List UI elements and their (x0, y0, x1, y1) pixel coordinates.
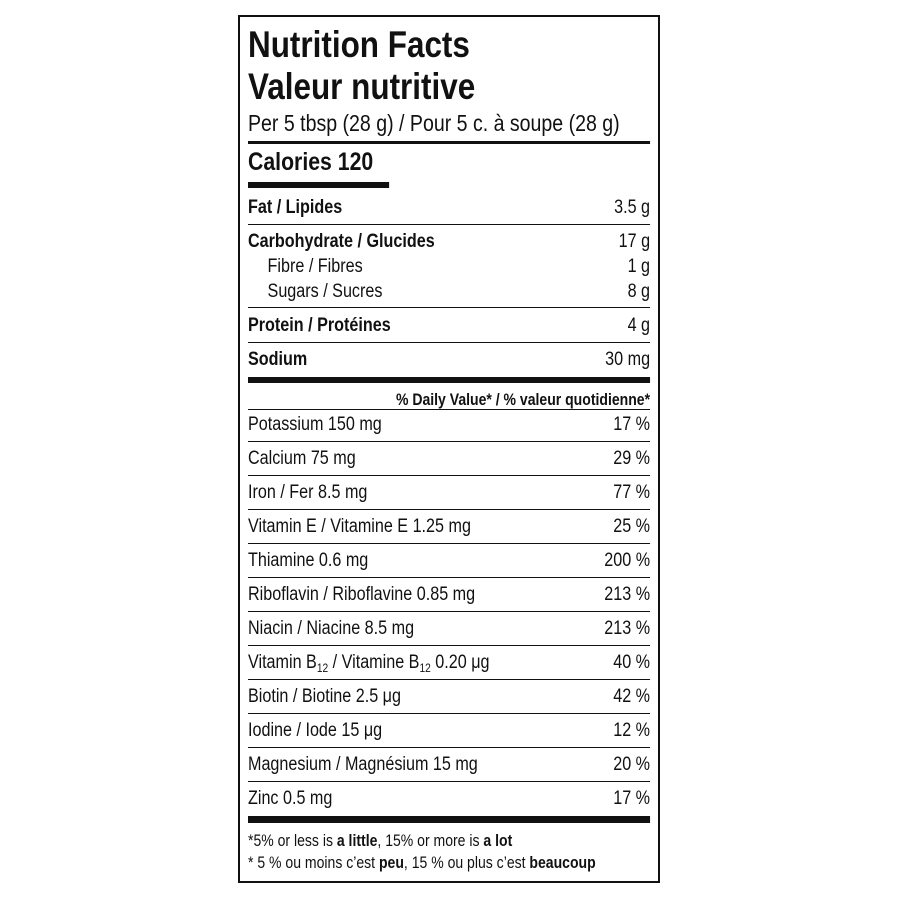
daily-value-percent: 25 % (613, 516, 651, 537)
nutrient-label: Vitamin E / Vitamine E 1.25 mg (248, 516, 471, 537)
divider (248, 141, 651, 144)
footnote-french: * 5 % ou moins c’est peu, 15 % ou plus c… (248, 854, 596, 873)
nutrient-value: 30 mg (605, 349, 651, 370)
nutrient-label: Potassium 150 mg (248, 414, 382, 435)
daily-value-row: Potassium 150 mg 17 % (248, 414, 650, 436)
title-french: Valeur nutritive (248, 66, 476, 107)
daily-value-percent: 213 % (604, 584, 651, 605)
nutrient-row-carbohydrate: Carbohydrate / Glucides 17 g (248, 231, 650, 253)
daily-value-row: Thiamine 0.6 mg 200 % (248, 550, 650, 572)
divider (248, 441, 651, 442)
nutrient-label: Iron / Fer 8.5 mg (248, 482, 368, 503)
nutrient-label: Biotin / Biotine 2.5 μg (248, 686, 401, 707)
nutrient-label: Iodine / Iode 15 μg (248, 720, 383, 741)
footnote-bold: peu (378, 854, 404, 872)
footnote-text: * 5 % ou moins c’est (248, 854, 379, 872)
nutrient-value: 17 g (618, 231, 651, 252)
daily-value-row: Vitamin E / Vitamine E 1.25 mg 25 % (248, 516, 650, 538)
divider (248, 475, 651, 476)
daily-value-percent: 77 % (613, 482, 651, 503)
nutrient-value: 3.5 g (614, 197, 651, 218)
daily-value-percent: 213 % (604, 618, 651, 639)
thick-divider (248, 816, 651, 823)
daily-value-percent: 29 % (613, 448, 651, 469)
footnote-bold: a lot (483, 832, 513, 850)
divider (248, 645, 651, 646)
divider (248, 747, 651, 748)
divider (248, 577, 651, 578)
footnote-bold: a little (336, 832, 378, 850)
nutrient-label-part: / Vitamine B (328, 652, 420, 673)
daily-value-row: Calcium 75 mg 29 % (248, 448, 650, 470)
daily-value-header: % Daily Value* / % valeur quotidienne* (395, 391, 651, 409)
nutrient-row-protein: Protein / Protéines 4 g (248, 315, 650, 337)
nutrient-label: Vitamin B12 / Vitamine B12 0.20 μg (248, 652, 490, 674)
subscript: 12 (316, 661, 329, 675)
nutrient-label: Calcium 75 mg (248, 448, 356, 469)
nutrient-value: 8 g (627, 281, 651, 302)
daily-value-percent: 20 % (613, 754, 651, 775)
divider (248, 342, 651, 343)
daily-value-row: Riboflavin / Riboflavine 0.85 mg 213 % (248, 584, 650, 606)
divider (248, 611, 651, 612)
title-english: Nutrition Facts (248, 24, 470, 65)
nutrient-value: 4 g (627, 315, 651, 336)
divider (248, 713, 651, 714)
footnote-text: , 15 % ou plus c’est (403, 854, 530, 872)
nutrient-label: Riboflavin / Riboflavine 0.85 mg (248, 584, 476, 605)
nutrient-label: Carbohydrate / Glucides (248, 231, 435, 252)
divider (248, 509, 651, 510)
nutrient-label-part: Vitamin B (248, 652, 317, 673)
daily-value-row: Niacin / Niacine 8.5 mg 213 % (248, 618, 650, 640)
daily-value-row: Zinc 0.5 mg 17 % (248, 788, 650, 810)
daily-value-row: Iron / Fer 8.5 mg 77 % (248, 482, 650, 504)
serving-size: Per 5 tbsp (28 g) / Pour 5 c. à soupe (2… (248, 110, 620, 136)
nutrient-label: Sodium (248, 349, 308, 370)
calories: Calories 120 (248, 148, 374, 176)
daily-value-percent: 12 % (613, 720, 651, 741)
footnote-text: , 15% or more is (377, 832, 484, 850)
daily-value-percent: 40 % (613, 652, 651, 673)
divider (248, 543, 651, 544)
divider (248, 224, 651, 225)
nutrient-label: Thiamine 0.6 mg (248, 550, 369, 571)
nutrient-label: Fibre / Fibres (267, 256, 363, 277)
calories-bar (248, 182, 390, 188)
nutrient-label: Protein / Protéines (248, 315, 391, 336)
nutrient-label: Fat / Lipides (248, 197, 343, 218)
nutrient-label: Magnesium / Magnésium 15 mg (248, 754, 478, 775)
daily-value-percent: 17 % (613, 414, 651, 435)
nutrient-row-fibre: Fibre / Fibres 1 g (248, 256, 651, 278)
daily-value-row: Magnesium / Magnésium 15 mg 20 % (248, 754, 650, 776)
footnote-bold: beaucoup (529, 854, 596, 872)
divider (248, 781, 651, 782)
footnote-text: *5% or less is (248, 832, 337, 850)
divider (248, 307, 651, 308)
daily-value-row: Iodine / Iode 15 μg 12 % (248, 720, 650, 742)
nutrient-label: Sugars / Sucres (267, 281, 383, 302)
footnote-english: *5% or less is a little, 15% or more is … (248, 832, 512, 851)
nutrient-label: Zinc 0.5 mg (248, 788, 333, 809)
thick-divider (248, 377, 651, 383)
divider (248, 679, 651, 680)
daily-value-row: Biotin / Biotine 2.5 μg 42 % (248, 686, 650, 708)
nutrient-label: Niacin / Niacine 8.5 mg (248, 618, 415, 639)
nutrient-label-part: 0.20 μg (430, 652, 490, 673)
nutrient-row-fat: Fat / Lipides 3.5 g (248, 197, 650, 219)
daily-value-row: Vitamin B12 / Vitamine B12 0.20 μg 40 % (248, 652, 650, 674)
subscript: 12 (419, 661, 431, 675)
daily-value-percent: 200 % (604, 550, 651, 571)
nutrient-row-sodium: Sodium 30 mg (248, 349, 650, 371)
nutrient-row-sugars: Sugars / Sucres 8 g (248, 281, 651, 303)
nutrient-value: 1 g (627, 256, 651, 277)
nutrition-facts-table: Nutrition Facts Valeur nutritive Per 5 t… (248, 0, 651, 900)
daily-value-percent: 17 % (613, 788, 651, 809)
nutrition-label-border (238, 15, 660, 883)
divider (248, 409, 651, 410)
daily-value-percent: 42 % (613, 686, 651, 707)
